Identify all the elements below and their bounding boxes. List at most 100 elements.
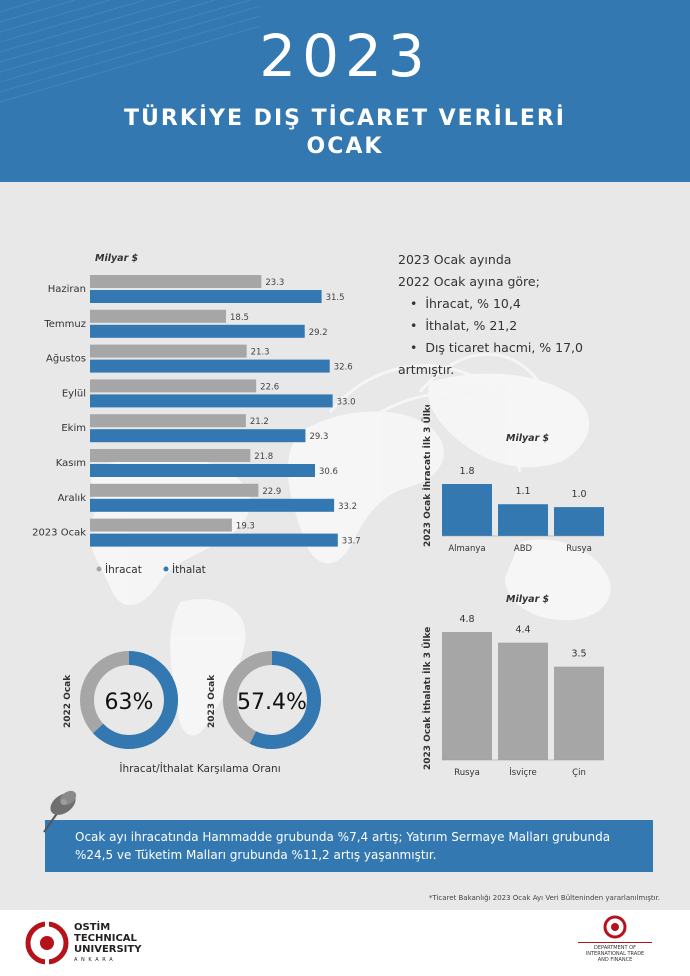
bar-category-label: Ekim — [61, 423, 86, 434]
bar-value-label: 18.5 — [230, 313, 249, 323]
country-label: Rusya — [454, 768, 480, 778]
import-chart-title: 2023 Ocak İthalatı İlk 3 Ülke — [422, 627, 433, 770]
country-bar — [554, 666, 604, 760]
legend-label-ihracat: İhracat — [105, 563, 142, 576]
bar-value-label: 33.2 — [338, 502, 357, 512]
country-bar-value: 3.5 — [571, 649, 586, 660]
bar-ihracat — [90, 275, 262, 288]
summary-line-3: artmıştır. — [398, 362, 455, 377]
bar-ihracat — [90, 518, 232, 532]
donut-2023-value: 57.4% — [237, 690, 307, 715]
bar-ithalat — [90, 464, 315, 477]
bar-value-label: 30.6 — [319, 467, 338, 477]
page-subtitle: OCAK — [306, 134, 384, 159]
bar-ithalat — [90, 533, 338, 547]
export-top3-chart: 2023 Ocak İhracatı İlk 3 Ülke Milyar $ 1… — [422, 405, 604, 554]
bar-ihracat — [90, 449, 251, 462]
department-logo-text: DEPARTMENT OF INTERNATIONAL TRADE AND FI… — [578, 942, 652, 963]
bar-chart-legend: İhracat İthalat — [96, 563, 206, 576]
summary-bullet-2: • İthalat, % 21,2 — [410, 318, 518, 333]
ostim-logo-text: OSTİM TECHNICAL UNIVERSITY A N K A R A — [74, 922, 141, 966]
bar-chart-plot: Haziran 23.3 31.5 Temmuz 18.5 29.2 Ağustos 21.3… — [32, 275, 360, 547]
department-logo-icon — [603, 915, 627, 939]
bar-category-label: Kasım — [56, 458, 86, 469]
bar-chart-unit-label: Milyar $ — [95, 253, 138, 264]
donut-2023-label: 2023 Ocak — [207, 674, 217, 728]
bar-ithalat — [90, 429, 306, 443]
info-banner-text: Ocak ayı ihracatında Hammadde grubunda %… — [75, 830, 611, 862]
bar-ihracat — [90, 483, 259, 497]
bar-value-label: 29.2 — [309, 328, 328, 338]
bar-value-label: 31.5 — [326, 293, 345, 303]
bar-category-label: 2023 Ocak — [32, 528, 86, 539]
bar-value-label: 32.6 — [334, 363, 353, 373]
bar-ithalat — [90, 359, 330, 373]
bar-ihracat — [90, 379, 257, 393]
bar-value-label: 33.0 — [337, 397, 356, 407]
bar-value-label: 22.6 — [260, 382, 279, 392]
legend-label-ithalat: İthalat — [172, 563, 206, 576]
ostim-line-1: OSTİM — [74, 922, 111, 933]
bar-value-label: 21.8 — [254, 452, 273, 462]
header-stripes-decoration — [0, 0, 260, 103]
summary-bullet-1-text: İhracat, % 10,4 — [425, 296, 521, 311]
country-bar — [498, 504, 548, 536]
country-label: Almanya — [448, 544, 485, 554]
import-chart-unit-label: Milyar $ — [506, 594, 549, 605]
bar-value-label: 23.3 — [265, 278, 284, 288]
donut-2023-arc — [223, 651, 321, 749]
summary-bullet-2-text: İthalat, % 21,2 — [425, 318, 518, 333]
import-top3-chart: 2023 Ocak İthalatı İlk 3 Ülke Milyar $ 4… — [422, 594, 604, 778]
bar-ithalat — [90, 394, 333, 408]
dept-line-1: DEPARTMENT OF — [594, 945, 636, 951]
monthly-trade-bar-chart: Milyar $ Haziran 23.3 31.5 Temmuz 18.5 29.2 Ağ… — [32, 253, 360, 576]
country-label: İsviçre — [509, 767, 537, 778]
bar-category-label: Temmuz — [43, 319, 86, 330]
bar-ithalat — [90, 498, 335, 512]
bar-value-label: 33.7 — [342, 537, 360, 547]
country-bar-value: 1.0 — [571, 489, 586, 500]
bar-value-label: 22.9 — [262, 487, 281, 497]
country-bar — [498, 642, 548, 760]
bar-category-label: Eylül — [62, 388, 86, 399]
country-bar — [442, 632, 492, 760]
ostim-line-4: A N K A R A — [74, 957, 114, 963]
bar-value-label: 21.3 — [251, 348, 270, 358]
bar-ihracat — [90, 414, 246, 428]
bar-value-label: 19.3 — [236, 522, 255, 532]
bar-ithalat — [90, 290, 322, 303]
donut-2023: 2023 Ocak 57.4% — [207, 651, 321, 749]
coverage-ratio-donuts: 2022 Ocak 63% 2023 Ocak 57.4% İhracat/İt… — [63, 651, 321, 775]
export-chart-unit-label: Milyar $ — [506, 433, 549, 444]
donut-2022-arc — [80, 651, 178, 749]
page-title: TÜRKİYE DIŞ TİCARET VERİLERİ — [124, 106, 566, 131]
donut-2022: 2022 Ocak 63% — [63, 651, 178, 749]
summary-line-1: 2023 Ocak ayında — [398, 252, 512, 267]
country-label: Rusya — [566, 544, 592, 554]
summary-bullet-3-text: Dış ticaret hacmi, % 17,0 — [425, 340, 583, 355]
summary-bullet-1: • İhracat, % 10,4 — [410, 296, 521, 311]
country-bar — [554, 507, 604, 536]
summary-bullet-3: • Dış ticaret hacmi, % 17,0 — [410, 340, 583, 355]
donut-2022-label: 2022 Ocak — [63, 674, 73, 728]
export-chart-plot: 1.8 Almanya 1.1 ABD 1.0 Rusya — [442, 466, 604, 554]
country-bar-value: 4.4 — [515, 625, 530, 636]
country-bar-value: 1.8 — [459, 466, 474, 477]
donut-caption: İhracat/İthalat Karşılama Oranı — [119, 762, 280, 775]
bar-value-label: 21.2 — [250, 417, 269, 427]
ostim-logo-icon — [25, 920, 69, 966]
ostim-line-3: UNIVERSITY — [74, 944, 142, 955]
donut-2022-value: 63% — [105, 690, 154, 715]
pushpin-icon — [43, 790, 77, 833]
dept-line-2: INTERNATIONAL TRADE — [585, 951, 645, 957]
summary-line-2: 2022 Ocak ayına göre; — [398, 274, 540, 289]
legend-swatch-ihracat — [96, 566, 102, 572]
bar-value-label: 29.3 — [309, 432, 328, 442]
year-title: 2023 — [259, 22, 431, 90]
import-chart-plot: 4.8 Rusya 4.4 İsviçre 3.5 Çin — [442, 614, 604, 778]
info-banner: Ocak ayı ihracatında Hammadde grubunda %… — [45, 820, 653, 872]
legend-swatch-ithalat — [163, 566, 169, 572]
header-banner: 2023 TÜRKİYE DIŞ TİCARET VERİLERİ OCAK — [0, 0, 690, 182]
bar-ithalat — [90, 324, 305, 338]
country-bar — [442, 484, 492, 536]
